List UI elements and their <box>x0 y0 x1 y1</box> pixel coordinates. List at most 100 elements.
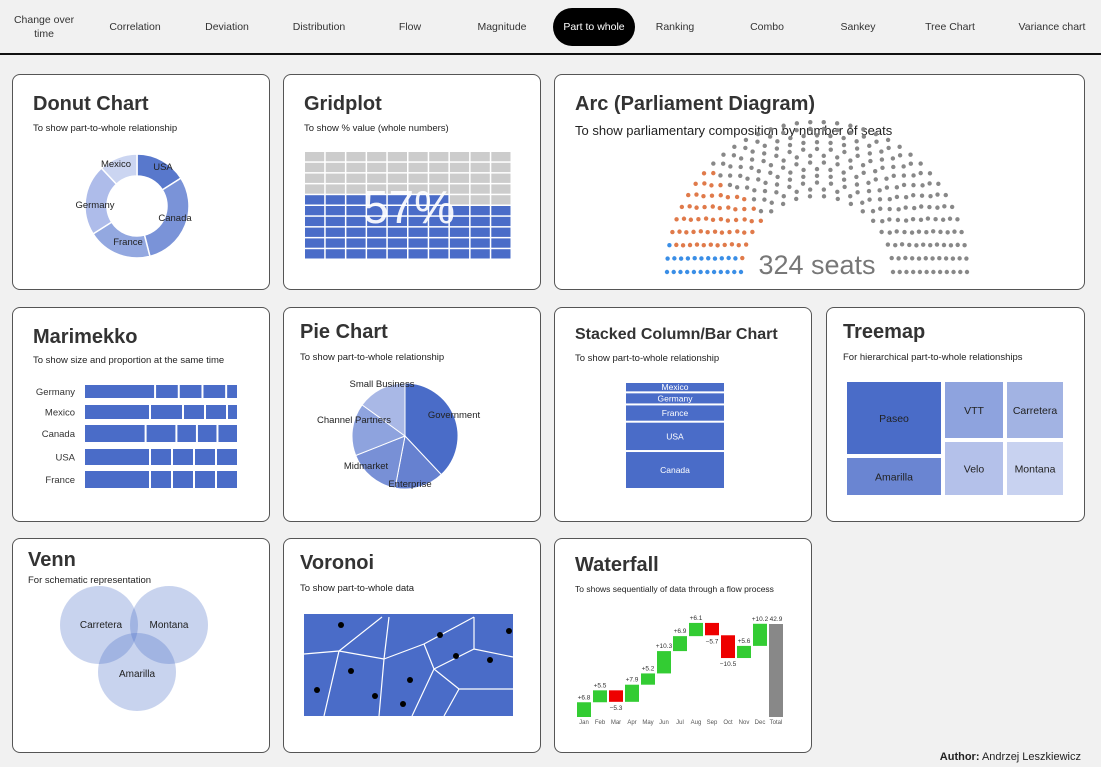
marimekko-segment <box>217 471 237 488</box>
marimekko-label-mexico: Mexico <box>45 408 75 419</box>
grid-cell <box>449 184 470 194</box>
grid-cell <box>387 162 407 173</box>
parliament-seat <box>681 216 687 221</box>
parliament-seat <box>877 188 882 193</box>
parliament-seat <box>807 126 813 132</box>
grid-cell <box>408 206 428 216</box>
grid-cell <box>346 216 366 227</box>
parliament-seat <box>698 229 704 234</box>
author-credit: Author: Andrzej Leszkiewicz <box>940 751 1081 763</box>
parliament-seat <box>755 131 761 137</box>
tab-ranking[interactable]: Ranking <box>655 21 695 33</box>
grid-cell <box>346 238 366 248</box>
parliament-seat <box>684 230 689 235</box>
parliament-seat <box>758 208 764 214</box>
parliament-seat <box>774 153 779 159</box>
tab-flow[interactable]: Flow <box>398 21 422 33</box>
arc-card[interactable]: Arc (Parliament Diagram) To show parliam… <box>554 74 1085 290</box>
tab-variance-chart[interactable]: Variance chart <box>1018 21 1086 33</box>
parliament-seat <box>725 218 731 223</box>
tab-sankey[interactable]: Sankey <box>840 21 876 33</box>
marimekko-segment <box>151 405 182 419</box>
grid-cell <box>305 173 325 183</box>
parliament-seat <box>861 170 866 175</box>
tab-part-to-whole[interactable]: Part to whole <box>553 8 635 46</box>
parliament-seat <box>935 205 940 210</box>
parliament-seat <box>814 166 820 172</box>
waterfall-card[interactable]: Waterfall To shows sequentially of data … <box>554 538 812 753</box>
parliament-seat <box>947 216 953 221</box>
tab-deviation[interactable]: Deviation <box>205 21 249 33</box>
parliament-seat <box>835 189 840 195</box>
parliament-seat <box>768 162 774 168</box>
stacked-label-france: France <box>662 408 689 418</box>
grid-cell <box>367 227 387 237</box>
parliament-seat <box>678 269 683 275</box>
voronoi-card[interactable]: Voronoi To show part-to-whole data <box>283 538 541 753</box>
donut-card[interactable]: Donut Chart To show part-to-whole relati… <box>12 74 270 290</box>
tab-magnitude[interactable]: Magnitude <box>477 21 527 33</box>
treemap-label-paseo: Paseo <box>879 413 909 425</box>
parliament-seat <box>821 119 826 125</box>
parliament-seat <box>718 173 723 178</box>
treemap-label-vtt: VTT <box>964 405 984 417</box>
grid-cell <box>325 195 345 205</box>
parliament-seat <box>691 229 696 235</box>
grid-cell <box>429 184 449 194</box>
treemap-label-montana: Montana <box>1015 464 1056 476</box>
parliament-seat <box>801 174 806 179</box>
parliament-seat <box>937 256 942 261</box>
donut-label-germany: Germany <box>75 200 114 211</box>
venn-card[interactable]: Venn For schematic representation Carret… <box>12 538 270 753</box>
tab-change-over-time[interactable]: Change over time <box>13 14 75 40</box>
parliament-seat <box>902 229 907 235</box>
tab-distribution[interactable]: Distribution <box>292 21 346 33</box>
waterfall-category-label: Jul <box>676 720 684 726</box>
parliament-seat <box>794 155 799 160</box>
waterfall-value-label: −5.7 <box>706 638 719 645</box>
gridplot-card[interactable]: Gridplot To show % value (whole numbers)… <box>283 74 541 290</box>
tab-correlation[interactable]: Correlation <box>109 21 161 33</box>
marimekko-card[interactable]: Marimekko To show size and proportion at… <box>12 307 270 522</box>
parliament-seat <box>814 139 820 145</box>
parliament-seat <box>761 158 766 164</box>
stacked-segment-mexico <box>626 383 724 392</box>
pie-card[interactable]: Pie Chart To show part-to-whole relation… <box>283 307 541 522</box>
parliament-seat <box>749 218 754 224</box>
parliament-seat <box>743 137 749 143</box>
treemap-card[interactable]: Treemap For hierarchical part-to-whole r… <box>826 307 1085 522</box>
parliament-seat <box>893 242 898 248</box>
parliament-seat <box>758 218 764 223</box>
marimekko-segment <box>177 425 196 442</box>
parliament-seat <box>950 256 956 261</box>
parliament-seat <box>923 256 928 261</box>
parliament-seat <box>729 242 735 247</box>
grid-cell <box>429 249 449 259</box>
parliament-seat <box>861 134 867 139</box>
parliament-seat <box>694 192 699 197</box>
tab-tree-chart[interactable]: Tree Chart <box>925 21 975 33</box>
parliament-seat <box>916 229 922 234</box>
parliament-seat <box>698 269 703 275</box>
waterfall-bar-dec <box>753 623 767 646</box>
grid-cell <box>491 206 511 216</box>
tab-combo[interactable]: Combo <box>750 21 784 33</box>
grid-cell <box>429 162 449 173</box>
parliament-seat <box>964 269 970 275</box>
stacked-card[interactable]: Stacked Column/Bar Chart To show part-to… <box>554 307 812 522</box>
parliament-seat <box>918 217 924 222</box>
grid-cell <box>449 173 470 183</box>
parliament-seat <box>711 161 716 166</box>
parliament-seat <box>674 242 679 248</box>
marimekko-segment <box>173 449 193 465</box>
parliament-seat <box>768 209 774 214</box>
waterfall-bar-sep <box>705 622 719 636</box>
parliament-seat <box>910 256 915 261</box>
parliament-seat <box>665 256 670 261</box>
parliament-seat <box>775 139 780 144</box>
parliament-seat <box>866 188 872 194</box>
parliament-seat <box>705 230 710 235</box>
parliament-seat <box>762 197 767 202</box>
parliament-seat <box>934 242 940 247</box>
card-subtitle: To show part-to-whole relationship <box>300 352 445 363</box>
